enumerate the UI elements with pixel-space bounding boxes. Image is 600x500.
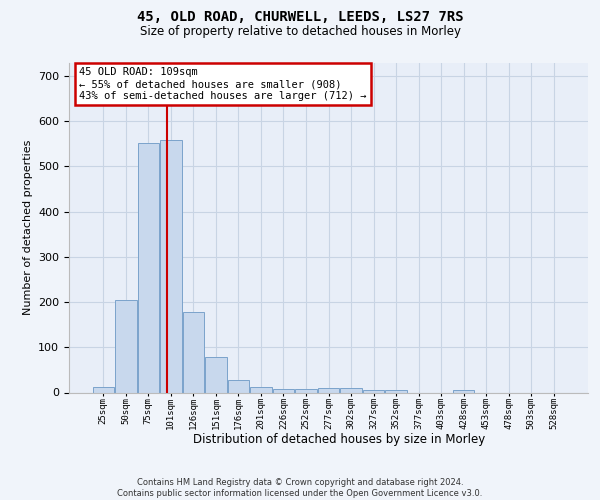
Bar: [92, 386, 114, 392]
Text: Contains HM Land Registry data © Crown copyright and database right 2024.
Contai: Contains HM Land Registry data © Crown c…: [118, 478, 482, 498]
Bar: [318, 388, 339, 392]
Bar: [250, 387, 272, 392]
Bar: [160, 140, 182, 392]
Text: Size of property relative to detached houses in Morley: Size of property relative to detached ho…: [139, 25, 461, 38]
Bar: [115, 300, 137, 392]
Text: 45 OLD ROAD: 109sqm
← 55% of detached houses are smaller (908)
43% of semi-detac: 45 OLD ROAD: 109sqm ← 55% of detached ho…: [79, 68, 367, 100]
Y-axis label: Number of detached properties: Number of detached properties: [23, 140, 32, 315]
Bar: [385, 390, 407, 392]
Bar: [228, 380, 249, 392]
Bar: [453, 390, 475, 392]
Text: Distribution of detached houses by size in Morley: Distribution of detached houses by size …: [193, 432, 485, 446]
Bar: [182, 312, 204, 392]
Bar: [205, 357, 227, 392]
Bar: [295, 390, 317, 392]
Bar: [363, 390, 384, 392]
Bar: [340, 388, 362, 392]
Bar: [137, 142, 159, 392]
Text: 45, OLD ROAD, CHURWELL, LEEDS, LS27 7RS: 45, OLD ROAD, CHURWELL, LEEDS, LS27 7RS: [137, 10, 463, 24]
Bar: [273, 389, 294, 392]
